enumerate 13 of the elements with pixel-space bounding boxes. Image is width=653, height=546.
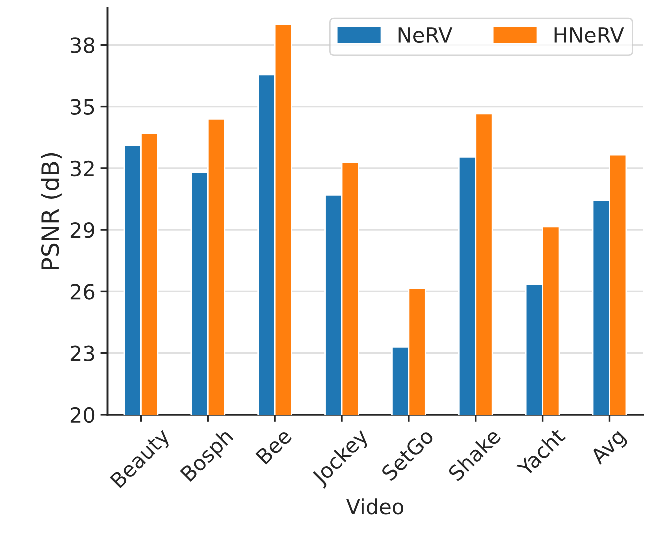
legend-label: NeRV (398, 28, 453, 44)
x-axis-title: Video (346, 498, 404, 515)
y-tick-label: 35 (71, 99, 94, 116)
x-tick-label: Bee (256, 428, 293, 465)
y-axis-title: PSNR (dB) (41, 153, 62, 270)
y-tick-label: 26 (70, 284, 95, 300)
y-tick-label: 38 (71, 38, 95, 54)
y-tick-label: 20 (70, 407, 95, 424)
x-tick-label: Avg (590, 428, 630, 468)
y-tick-label: 23 (70, 346, 94, 362)
legend-label: HNeRV (554, 28, 624, 44)
y-tick-label: 29 (70, 222, 94, 238)
y-tick-label: 32 (71, 160, 94, 177)
